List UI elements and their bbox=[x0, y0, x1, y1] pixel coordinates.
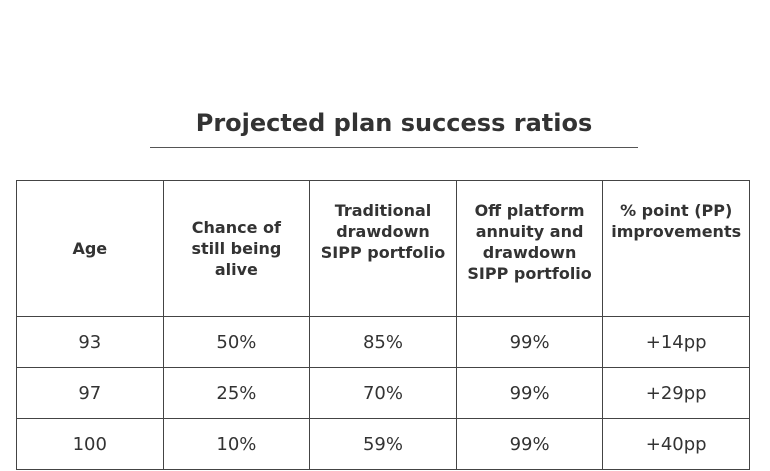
header-pp-improvements: % point (PP) improvements bbox=[602, 180, 750, 317]
table-row: 100 10% 59% 99% +40pp bbox=[16, 418, 750, 470]
cell-age: 97 bbox=[16, 367, 164, 419]
header-line: Traditional bbox=[334, 201, 432, 220]
header-age: Age bbox=[16, 180, 164, 317]
header-line: drawdown bbox=[336, 222, 430, 241]
cell-traditional: 70% bbox=[309, 367, 457, 419]
cell-age: 93 bbox=[16, 316, 164, 368]
page-title: Projected plan success ratios bbox=[195, 109, 593, 137]
cell-pp-improvement: +14pp bbox=[602, 316, 750, 368]
header-line: drawdown bbox=[482, 243, 577, 262]
header-row: Age Chance of still being alive Traditio… bbox=[16, 180, 750, 317]
cell-age: 100 bbox=[16, 418, 164, 470]
header-chance-alive: Chance of still being alive bbox=[162, 180, 311, 317]
title-underline bbox=[150, 147, 638, 148]
header-line: Off platform bbox=[474, 201, 585, 220]
cell-traditional: 85% bbox=[309, 316, 457, 368]
table-body: 93 50% 85% 99% +14pp 97 25% 70% 99% +29p… bbox=[16, 316, 750, 470]
header-line: improvements bbox=[611, 222, 742, 241]
success-ratios-table: Age Chance of still being alive Traditio… bbox=[16, 180, 750, 470]
header-line: Chance of bbox=[191, 218, 281, 237]
table-row: 93 50% 85% 99% +14pp bbox=[16, 316, 750, 368]
header-line: Age bbox=[72, 239, 108, 258]
cell-chance-alive: 25% bbox=[162, 367, 311, 419]
header-traditional-drawdown: Traditional drawdown SIPP portfolio bbox=[309, 180, 457, 317]
cell-traditional: 59% bbox=[309, 418, 457, 470]
table-header: Age Chance of still being alive Traditio… bbox=[16, 180, 750, 317]
cell-chance-alive: 10% bbox=[162, 418, 311, 470]
cell-off-platform: 99% bbox=[455, 316, 604, 368]
header-line: SIPP portfolio bbox=[320, 243, 446, 262]
cell-pp-improvement: +29pp bbox=[602, 367, 750, 419]
cell-off-platform: 99% bbox=[455, 367, 604, 419]
cell-off-platform: 99% bbox=[455, 418, 604, 470]
header-line: SIPP portfolio bbox=[467, 264, 592, 283]
header-line: annuity and bbox=[475, 222, 584, 241]
header-off-platform-annuity: Off platform annuity and drawdown SIPP p… bbox=[455, 180, 604, 317]
cell-pp-improvement: +40pp bbox=[602, 418, 750, 470]
table-row: 97 25% 70% 99% +29pp bbox=[16, 367, 750, 419]
header-line: still being alive bbox=[191, 239, 282, 279]
cell-chance-alive: 50% bbox=[162, 316, 311, 368]
header-line: % point (PP) bbox=[620, 201, 733, 220]
